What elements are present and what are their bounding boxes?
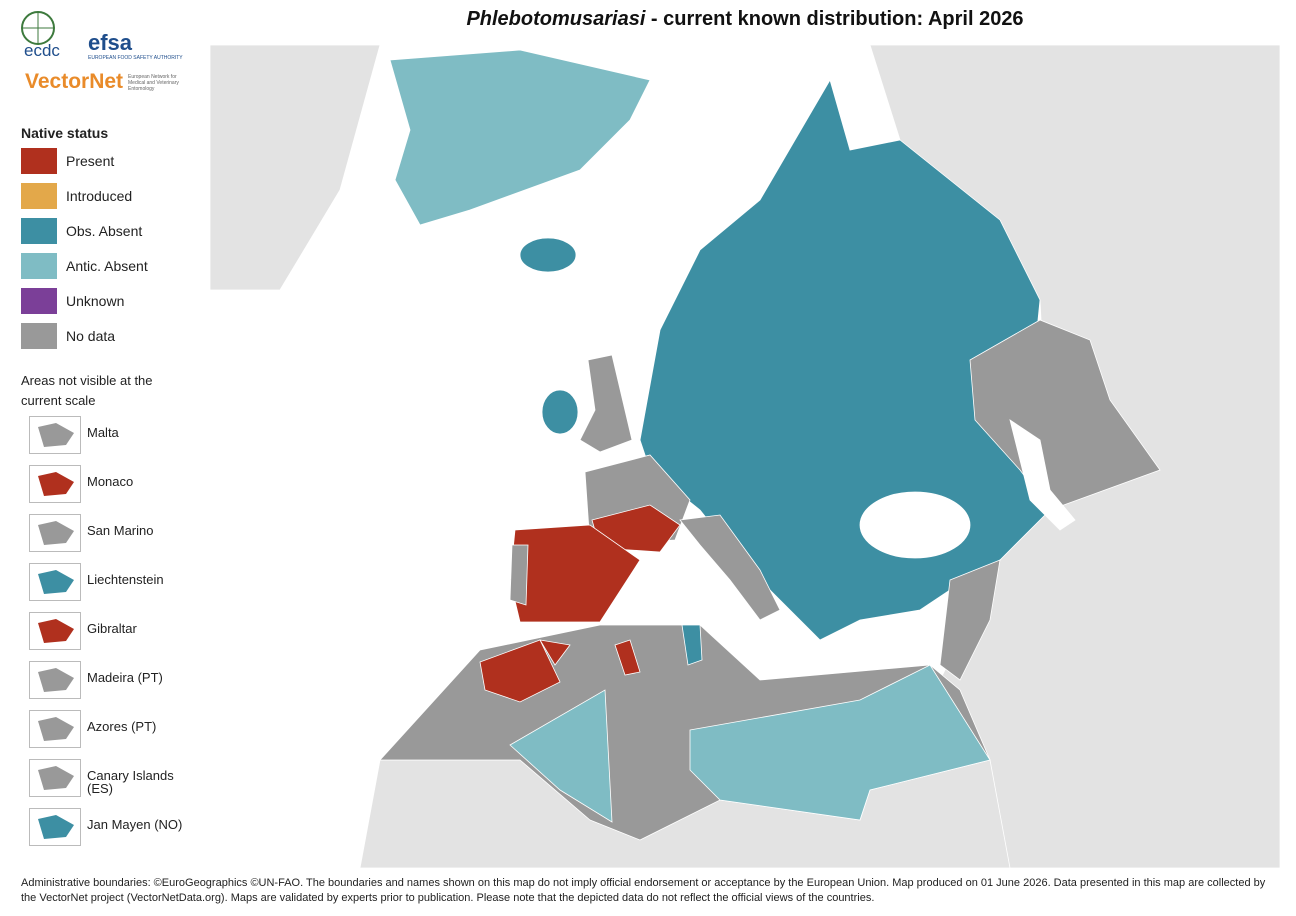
inset-label: Gibraltar — [87, 621, 137, 636]
vectornet-sub: European Network for Medical and Veterin… — [128, 74, 179, 92]
inset-shape — [38, 521, 74, 545]
ecdc-logo: ecdc — [21, 11, 60, 60]
legend-swatch — [21, 218, 57, 244]
iberia — [509, 524, 641, 623]
efsa-logo: efsa — [88, 30, 133, 55]
legend-label: Obs. Absent — [66, 223, 143, 239]
inset-label: Jan Mayen (NO) — [87, 817, 183, 832]
inset-label: San Marino — [87, 523, 154, 538]
vectornet-logo: VectorNet — [25, 70, 124, 93]
legend-label: Introduced — [66, 188, 133, 204]
black-sea — [859, 491, 971, 559]
legend-label: Unknown — [66, 293, 125, 309]
inset-shape — [38, 668, 74, 692]
caspian-sea — [1009, 419, 1076, 531]
inset-box — [29, 661, 81, 699]
tunisia — [681, 624, 703, 666]
morocco-present — [479, 639, 561, 703]
ireland — [541, 389, 579, 435]
footer: Administrative boundaries: ©EuroGeograph… — [21, 877, 1266, 904]
efsa-sub: EUROPEAN FOOD SAFETY AUTHORITY — [88, 55, 183, 61]
inset-box — [29, 710, 81, 748]
inset-box — [29, 563, 81, 601]
legend-swatch — [21, 183, 57, 209]
caucasus-central-asia — [969, 319, 1161, 511]
map-title: Phlebotomusariasi - current known distri… — [210, 8, 1280, 31]
inset-label: Malta — [87, 425, 119, 440]
legend-swatch — [21, 148, 57, 174]
portugal — [509, 544, 529, 606]
inset-label: Canary Islands (ES) — [87, 768, 174, 796]
legend-swatch — [21, 323, 57, 349]
inset-shape — [38, 570, 74, 594]
libya-egypt — [689, 664, 991, 821]
inset-box — [29, 465, 81, 503]
algeria-present — [614, 639, 641, 676]
inset-shape — [38, 472, 74, 496]
inset-shape — [38, 423, 74, 447]
iceland — [519, 237, 577, 273]
inset-shape — [38, 619, 74, 643]
inset-label: Monaco — [87, 474, 134, 489]
inset-label: Azores (PT) — [87, 719, 157, 734]
insets-title: Areas not visible at the current scale — [21, 373, 153, 408]
inset-shape — [38, 815, 74, 839]
inset-box — [29, 514, 81, 552]
italy — [679, 514, 781, 621]
land-other — [210, 45, 381, 291]
algeria-present — [539, 639, 571, 666]
inset-box — [29, 416, 81, 454]
title-text: - current known distribution: April 2026 — [645, 8, 1024, 30]
legend-label: Antic. Absent — [66, 258, 148, 274]
inset-label: Liechtenstein — [87, 572, 164, 587]
inset-box — [29, 808, 81, 846]
map — [210, 45, 1280, 868]
ecdc-text: ecdc — [24, 41, 60, 60]
inset-shape — [38, 766, 74, 790]
legend-label: No data — [66, 328, 116, 344]
inset-label: Madeira (PT) — [87, 670, 163, 685]
turkey-levant — [939, 559, 1001, 681]
inset-box — [29, 759, 81, 797]
legend-swatch — [21, 253, 57, 279]
inset-box — [29, 612, 81, 650]
title-species: Phlebotomusariasi — [466, 8, 646, 30]
legend-title: Native status — [21, 125, 109, 141]
algeria-south — [509, 689, 613, 823]
inset-shape — [38, 717, 74, 741]
uk — [579, 354, 633, 453]
sidebar: ecdc efsa EUROPEAN FOOD SAFETY AUTHORITY… — [0, 0, 210, 870]
legend-swatch — [21, 288, 57, 314]
greenland — [389, 49, 651, 226]
legend-label: Present — [66, 153, 115, 169]
